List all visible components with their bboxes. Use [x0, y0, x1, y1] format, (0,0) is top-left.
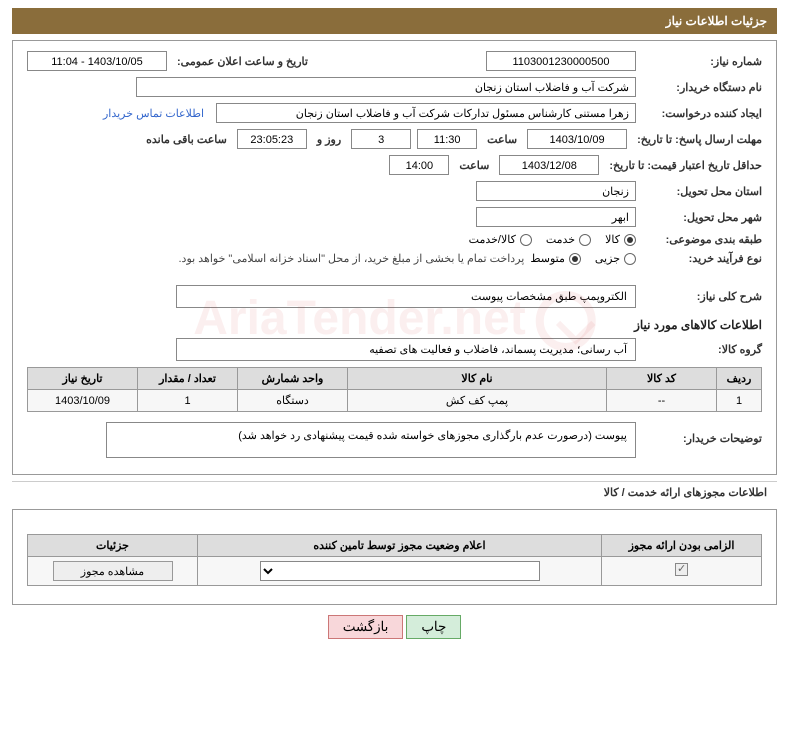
mandatory-checkbox[interactable] [675, 563, 688, 576]
col-status: اعلام وضعیت مجوز توسط تامین کننده [198, 535, 602, 557]
cell-row: 1 [717, 390, 762, 412]
days-label: روز و [313, 133, 345, 146]
license-row: مشاهده مجوز [28, 557, 762, 586]
radio-circle-icon [520, 234, 532, 246]
col-unit: واحد شمارش [238, 368, 348, 390]
row-need-number: شماره نیاز: 1103001230000500 تاریخ و ساع… [27, 51, 762, 71]
goods-info-title: اطلاعات کالاهای مورد نیاز [27, 318, 762, 332]
requester-value: زهرا مستنی کارشناس مسئول تدارکات شرکت آب… [216, 103, 636, 123]
print-button[interactable]: چاپ [406, 615, 461, 639]
row-price-validity: حداقل تاریخ اعتبار قیمت: تا تاریخ: 1403/… [27, 155, 762, 175]
radio-circle-icon [624, 234, 636, 246]
cell-details: مشاهده مجوز [28, 557, 198, 586]
row-response-deadline: مهلت ارسال پاسخ: تا تاریخ: 1403/10/09 سا… [27, 129, 762, 149]
table-header-row: ردیف کد کالا نام کالا واحد شمارش تعداد /… [28, 368, 762, 390]
response-deadline-label: مهلت ارسال پاسخ: تا تاریخ: [633, 133, 762, 146]
purchase-type-radio-group: جزیی متوسط [530, 252, 636, 265]
delivery-province-value: زنجان [476, 181, 636, 201]
action-buttons: چاپ بازگشت [0, 615, 789, 639]
overall-desc-value: الکتروپمپ طبق مشخصات پیوست [176, 285, 636, 308]
col-qty: تعداد / مقدار [138, 368, 238, 390]
radio-minor-label: جزیی [595, 252, 620, 265]
category-label: طبقه بندی موضوعی: [642, 233, 762, 246]
row-overall-desc: شرح کلی نیاز: الکتروپمپ طبق مشخصات پیوست [27, 285, 762, 308]
category-radio-group: کالا خدمت کالا/خدمت [469, 233, 636, 246]
col-details: جزئیات [28, 535, 198, 557]
purchase-note: پرداخت تمام یا بخشی از مبلغ خرید، از محل… [179, 252, 525, 265]
row-delivery-city: شهر محل تحویل: ابهر [27, 207, 762, 227]
delivery-city-label: شهر محل تحویل: [642, 211, 762, 224]
radio-both[interactable]: کالا/خدمت [469, 233, 532, 246]
back-button[interactable]: بازگشت [328, 615, 404, 639]
contact-buyer-link[interactable]: اطلاعات تماس خریدار [97, 107, 210, 120]
overall-desc-label: شرح کلی نیاز: [642, 290, 762, 303]
row-buyer-org: نام دستگاه خریدار: شرکت آب و فاضلاب استا… [27, 77, 762, 97]
delivery-province-label: استان محل تحویل: [642, 185, 762, 198]
col-date: تاریخ نیاز [28, 368, 138, 390]
cell-mandatory [602, 557, 762, 586]
row-purchase-type: نوع فرآیند خرید: جزیی متوسط پرداخت تمام … [27, 252, 762, 265]
price-validity-label: حداقل تاریخ اعتبار قیمت: تا تاریخ: [605, 159, 762, 172]
row-buyer-notes: توضیحات خریدار: پیوست (درصورت عدم بارگذا… [27, 422, 762, 458]
radio-service-label: خدمت [546, 233, 575, 246]
col-row: ردیف [717, 368, 762, 390]
radio-goods-label: کالا [605, 233, 620, 246]
row-requester: ایجاد کننده درخواست: زهرا مستنی کارشناس … [27, 103, 762, 123]
goods-table: ردیف کد کالا نام کالا واحد شمارش تعداد /… [27, 367, 762, 412]
license-panel: الزامی بودن ارائه مجوز اعلام وضعیت مجوز … [12, 509, 777, 605]
cell-qty: 1 [138, 390, 238, 412]
cell-status [198, 557, 602, 586]
table-row: 1 -- پمپ کف کش دستگاه 1 1403/10/09 [28, 390, 762, 412]
response-remaining: 23:05:23 [237, 129, 307, 149]
radio-both-label: کالا/خدمت [469, 233, 516, 246]
price-time-label: ساعت [455, 159, 493, 172]
price-validity-time: 14:00 [389, 155, 449, 175]
cell-code: -- [607, 390, 717, 412]
view-license-button[interactable]: مشاهده مجوز [53, 561, 173, 581]
announce-date-label: تاریخ و ساعت اعلان عمومی: [173, 55, 312, 68]
page-header: جزئیات اطلاعات نیاز [12, 8, 777, 34]
buyer-org-value: شرکت آب و فاضلاب استان زنجان [136, 77, 636, 97]
need-number-label: شماره نیاز: [642, 55, 762, 68]
col-code: کد کالا [607, 368, 717, 390]
goods-group-value: آب رسانی؛ مدیریت پسماند، فاضلاب و فعالیت… [176, 338, 636, 361]
radio-circle-icon [569, 253, 581, 265]
cell-name: پمپ کف کش [348, 390, 607, 412]
row-goods-group: گروه کالا: آب رسانی؛ مدیریت پسماند، فاضل… [27, 338, 762, 361]
announce-date-value: 1403/10/05 - 11:04 [27, 51, 167, 71]
status-select[interactable] [260, 561, 540, 581]
purchase-type-label: نوع فرآیند خرید: [642, 252, 762, 265]
main-panel: AriaTender.net شماره نیاز: 1103001230000… [12, 40, 777, 475]
radio-medium[interactable]: متوسط [530, 252, 581, 265]
license-header-row: الزامی بودن ارائه مجوز اعلام وضعیت مجوز … [28, 535, 762, 557]
response-time-label: ساعت [483, 133, 521, 146]
remaining-label: ساعت باقی مانده [142, 133, 231, 146]
need-number-value: 1103001230000500 [486, 51, 636, 71]
radio-service[interactable]: خدمت [546, 233, 591, 246]
radio-medium-label: متوسط [530, 252, 565, 265]
buyer-org-label: نام دستگاه خریدار: [642, 81, 762, 94]
license-section-title: اطلاعات مجوزهای ارائه خدمت / کالا [12, 481, 777, 503]
radio-circle-icon [579, 234, 591, 246]
buyer-notes-value: پیوست (درصورت عدم بارگذاری مجوزهای خواست… [106, 422, 636, 458]
radio-minor[interactable]: جزیی [595, 252, 636, 265]
buyer-notes-label: توضیحات خریدار: [642, 422, 762, 445]
col-mandatory: الزامی بودن ارائه مجوز [602, 535, 762, 557]
col-name: نام کالا [348, 368, 607, 390]
row-delivery-province: استان محل تحویل: زنجان [27, 181, 762, 201]
response-deadline-date: 1403/10/09 [527, 129, 627, 149]
radio-goods[interactable]: کالا [605, 233, 636, 246]
row-category: طبقه بندی موضوعی: کالا خدمت کالا/خدمت [27, 233, 762, 246]
license-table: الزامی بودن ارائه مجوز اعلام وضعیت مجوز … [27, 534, 762, 586]
goods-group-label: گروه کالا: [642, 343, 762, 356]
radio-circle-icon [624, 253, 636, 265]
cell-unit: دستگاه [238, 390, 348, 412]
cell-date: 1403/10/09 [28, 390, 138, 412]
price-validity-date: 1403/12/08 [499, 155, 599, 175]
delivery-city-value: ابهر [476, 207, 636, 227]
response-deadline-time: 11:30 [417, 129, 477, 149]
response-days: 3 [351, 129, 411, 149]
page-title: جزئیات اطلاعات نیاز [666, 14, 767, 28]
requester-label: ایجاد کننده درخواست: [642, 107, 762, 120]
